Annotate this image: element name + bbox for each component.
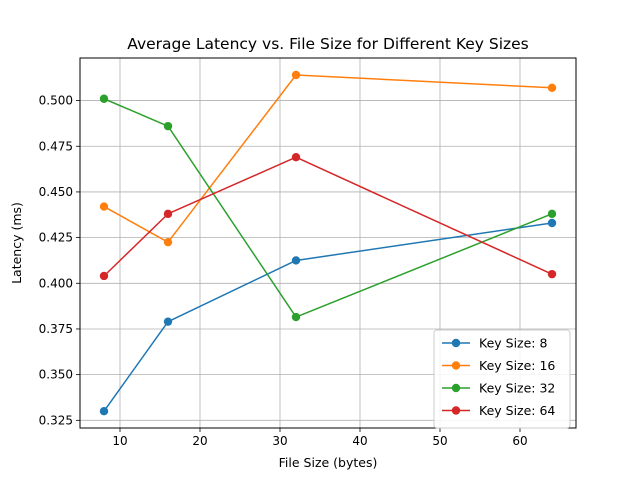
legend-label: Key Size: 32 [479,381,555,396]
data-point [291,312,301,322]
y-tick-label: 0.475 [39,139,73,153]
series-2 [99,70,557,247]
plot-area [79,57,577,429]
series-line [103,74,553,243]
data-point [547,218,557,228]
legend-marker [451,383,461,393]
y-tick-label: 0.500 [39,94,73,108]
y-tick-label: 0.350 [39,368,73,382]
y-tick-label: 0.400 [39,276,73,290]
data-point [99,406,109,416]
data-point [547,83,557,92]
axis-ticks: 10 20 30 40 50 60 0.325 0.350 0.375 0.400 0.425 0.4… [39,94,528,448]
y-axis-label: Latency (ms) [9,202,24,284]
legend-label: Key Size: 8 [479,336,547,351]
series-layer [99,70,557,416]
legend-item: Key Size: 8 [442,336,547,351]
data-point [291,256,301,265]
y-tick-label: 0.425 [39,231,73,245]
y-tick-label: 0.325 [39,413,73,427]
data-point [547,209,557,219]
series-line [103,98,553,318]
series-line [103,156,553,277]
data-point [99,94,109,103]
legend-item: Key Size: 16 [442,358,555,373]
legend-marker [451,361,461,370]
x-tick-label: 20 [192,434,207,448]
series-line [103,222,553,412]
data-point [99,202,109,211]
legend-label: Key Size: 64 [479,403,555,418]
data-point [163,317,173,326]
data-point [291,70,301,80]
data-point [99,271,109,281]
series-1 [99,218,557,416]
legend-item: Key Size: 32 [442,381,555,396]
legend-box [433,329,571,429]
series-4 [99,153,557,281]
legend: Key Size: 8 Key Size: 16 Key Size: 32 Key S… [433,329,571,429]
data-point [291,153,301,162]
y-tick-label: 0.450 [39,185,73,199]
data-point [163,237,173,247]
x-tick-label: 30 [272,434,287,448]
chart-title: Average Latency vs. File Size for Differ… [127,35,529,53]
x-tick-label: 60 [512,434,527,448]
x-axis-label: File Size (bytes) [279,455,378,470]
x-tick-label: 40 [352,434,367,448]
series-3 [99,94,557,322]
legend-marker [451,406,461,415]
legend-item: Key Size: 64 [442,403,555,418]
x-tick-label: 10 [112,434,127,448]
legend-label: Key Size: 16 [479,358,555,373]
data-point [163,209,173,219]
data-point [547,269,557,279]
legend-marker [451,338,461,348]
data-point [163,121,173,131]
y-tick-label: 0.375 [39,322,73,336]
x-tick-label: 50 [432,434,447,448]
